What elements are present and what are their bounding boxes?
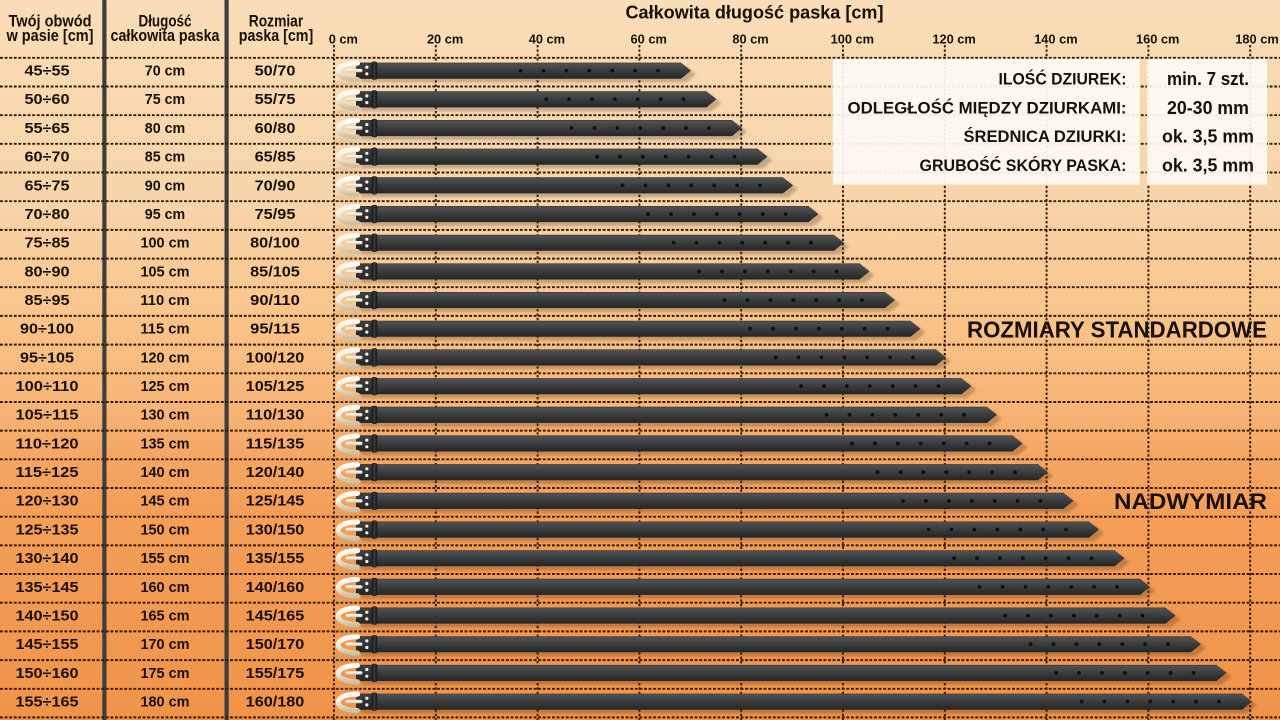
svg-text:Długość: Długość: [139, 13, 192, 31]
svg-text:145 cm: 145 cm: [140, 494, 189, 510]
svg-text:55/75: 55/75: [255, 92, 296, 108]
svg-text:85 cm: 85 cm: [145, 150, 185, 166]
svg-text:ODLEGŁOŚĆ MIĘDZY DZIURKAMI:: ODLEGŁOŚĆ MIĘDZY DZIURKAMI:: [848, 98, 1127, 117]
svg-text:140÷150: 140÷150: [16, 609, 79, 625]
svg-text:70 cm: 70 cm: [145, 64, 185, 80]
svg-text:ROZMIARY STANDARDOWE: ROZMIARY STANDARDOWE: [967, 316, 1267, 342]
svg-text:140/160: 140/160: [246, 580, 305, 596]
svg-text:120 cm: 120 cm: [140, 350, 189, 366]
svg-text:80 cm: 80 cm: [145, 121, 185, 137]
svg-text:120 cm: 120 cm: [932, 32, 975, 47]
svg-text:75÷85: 75÷85: [25, 236, 70, 252]
svg-text:całkowita paska: całkowita paska: [111, 27, 221, 45]
svg-text:150 cm: 150 cm: [140, 522, 189, 538]
svg-text:175 cm: 175 cm: [140, 666, 189, 682]
svg-text:115/135: 115/135: [246, 436, 305, 452]
svg-text:135 cm: 135 cm: [140, 436, 189, 452]
svg-text:70÷80: 70÷80: [25, 207, 70, 223]
svg-text:130 cm: 130 cm: [140, 408, 189, 424]
svg-text:45÷55: 45÷55: [25, 64, 70, 80]
svg-text:60÷70: 60÷70: [25, 150, 70, 166]
svg-text:125÷135: 125÷135: [16, 522, 79, 538]
svg-text:ŚREDNICA DZIURKI:: ŚREDNICA DZIURKI:: [964, 127, 1127, 146]
svg-text:120÷130: 120÷130: [16, 494, 79, 510]
svg-text:125/145: 125/145: [246, 494, 305, 510]
svg-text:95 cm: 95 cm: [145, 207, 185, 223]
svg-text:50÷60: 50÷60: [25, 92, 70, 108]
svg-text:110 cm: 110 cm: [140, 293, 189, 309]
svg-text:Całkowita długość paska [cm]: Całkowita długość paska [cm]: [626, 3, 884, 23]
svg-text:Twój obwód: Twój obwód: [9, 13, 92, 31]
svg-text:145/165: 145/165: [246, 609, 305, 625]
svg-text:NADWYMIAR: NADWYMIAR: [1114, 489, 1267, 514]
svg-text:155÷165: 155÷165: [16, 695, 79, 711]
svg-text:155/175: 155/175: [246, 666, 305, 682]
svg-text:95/115: 95/115: [250, 322, 300, 338]
svg-text:100 cm: 100 cm: [140, 236, 189, 252]
svg-text:20 cm: 20 cm: [427, 32, 463, 47]
svg-text:90/110: 90/110: [250, 293, 300, 309]
svg-text:80/100: 80/100: [250, 236, 300, 252]
svg-text:100/120: 100/120: [246, 350, 305, 366]
svg-text:110÷120: 110÷120: [16, 436, 79, 452]
svg-text:ILOŚĆ DZIUREK:: ILOŚĆ DZIUREK:: [999, 69, 1127, 88]
svg-text:20-30 mm: 20-30 mm: [1167, 97, 1249, 118]
svg-text:135÷145: 135÷145: [16, 580, 79, 596]
svg-text:150/170: 150/170: [246, 637, 305, 653]
svg-text:60/80: 60/80: [255, 121, 296, 137]
svg-text:130÷140: 130÷140: [16, 551, 79, 567]
svg-text:Rozmiar: Rozmiar: [249, 13, 304, 31]
svg-text:140 cm: 140 cm: [1034, 32, 1077, 47]
svg-text:min. 7 szt.: min. 7 szt.: [1167, 68, 1249, 89]
svg-text:85/105: 85/105: [250, 264, 300, 280]
svg-text:100 cm: 100 cm: [831, 32, 874, 47]
svg-text:0 cm: 0 cm: [329, 32, 358, 47]
svg-text:120/140: 120/140: [246, 465, 305, 481]
svg-text:90 cm: 90 cm: [145, 178, 185, 194]
svg-text:105 cm: 105 cm: [140, 264, 189, 280]
svg-text:180 cm: 180 cm: [140, 695, 189, 711]
svg-text:65/85: 65/85: [255, 150, 296, 166]
svg-text:140 cm: 140 cm: [140, 465, 189, 481]
svg-text:40 cm: 40 cm: [529, 32, 565, 47]
svg-text:paska [cm]: paska [cm]: [239, 27, 313, 45]
svg-text:55÷65: 55÷65: [25, 121, 70, 137]
svg-text:160 cm: 160 cm: [140, 580, 189, 596]
svg-text:170 cm: 170 cm: [140, 637, 189, 653]
svg-text:80 cm: 80 cm: [732, 32, 768, 47]
svg-text:105÷115: 105÷115: [16, 408, 79, 424]
svg-text:ok. 3,5 mm: ok. 3,5 mm: [1162, 126, 1254, 147]
svg-text:135/155: 135/155: [246, 551, 305, 567]
svg-text:w pasie [cm]: w pasie [cm]: [6, 27, 94, 45]
svg-text:115÷125: 115÷125: [16, 465, 79, 481]
svg-text:155 cm: 155 cm: [140, 551, 189, 567]
svg-text:95÷105: 95÷105: [20, 350, 74, 366]
svg-text:ok. 3,5 mm: ok. 3,5 mm: [1162, 155, 1254, 176]
svg-text:160 cm: 160 cm: [1136, 32, 1179, 47]
svg-text:110/130: 110/130: [246, 408, 305, 424]
svg-text:80÷90: 80÷90: [25, 264, 70, 280]
svg-text:150÷160: 150÷160: [16, 666, 79, 682]
svg-text:75 cm: 75 cm: [145, 92, 185, 108]
svg-text:125 cm: 125 cm: [140, 379, 189, 395]
svg-text:65÷75: 65÷75: [25, 178, 70, 194]
svg-text:105/125: 105/125: [246, 379, 305, 395]
svg-text:60 cm: 60 cm: [631, 32, 667, 47]
svg-text:90÷100: 90÷100: [20, 322, 74, 338]
svg-text:75/95: 75/95: [255, 207, 296, 223]
svg-text:GRUBOŚĆ SKÓRY PASKA:: GRUBOŚĆ SKÓRY PASKA:: [920, 156, 1127, 175]
svg-text:130/150: 130/150: [246, 522, 305, 538]
svg-text:85÷95: 85÷95: [25, 293, 70, 309]
svg-text:100÷110: 100÷110: [16, 379, 79, 395]
svg-text:160/180: 160/180: [246, 695, 305, 711]
svg-text:50/70: 50/70: [255, 64, 296, 80]
svg-text:115 cm: 115 cm: [140, 322, 189, 338]
svg-text:145÷155: 145÷155: [16, 637, 79, 653]
svg-text:165 cm: 165 cm: [140, 609, 189, 625]
svg-text:180 cm: 180 cm: [1235, 32, 1278, 47]
svg-text:70/90: 70/90: [255, 178, 296, 194]
